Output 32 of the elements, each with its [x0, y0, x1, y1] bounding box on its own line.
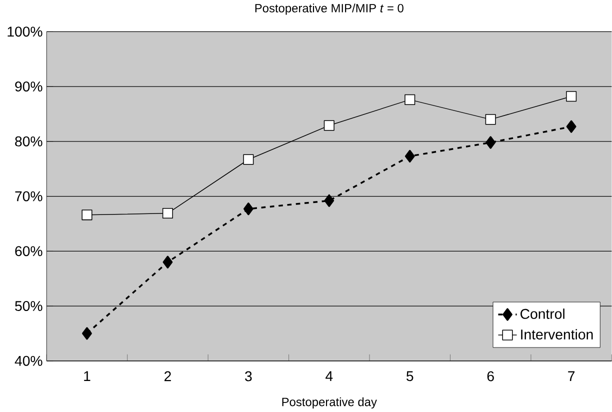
x-tick-label: 4 [326, 371, 333, 381]
y-tick-label: 50% [15, 300, 42, 311]
legend-label: Intervention [521, 329, 593, 340]
point [324, 120, 334, 131]
y-tick-label: 90% [15, 81, 42, 92]
x-tick-label: 3 [245, 371, 252, 382]
point [162, 256, 173, 268]
point [486, 136, 496, 149]
point [82, 210, 92, 220]
y-tick-label: 70% [15, 191, 42, 202]
point [162, 208, 173, 218]
y-tick-label: 100% [8, 26, 42, 37]
legend-label: Control [520, 308, 564, 319]
x-axis-title: Postoperative day [282, 397, 377, 408]
y-tick-label: 40% [14, 356, 42, 366]
point [324, 194, 334, 207]
x-tick-label: 7 [568, 371, 575, 381]
chart-title: Postoperative MIP/MIP t = 0 [255, 4, 404, 15]
point [566, 91, 577, 102]
point [243, 154, 254, 165]
x-tick-label: 1 [84, 371, 90, 381]
point [566, 120, 576, 133]
x-tick-label: 5 [406, 371, 414, 382]
point [485, 114, 496, 125]
point [243, 202, 254, 216]
point [404, 94, 416, 105]
y-tick-label: 80% [15, 136, 42, 146]
y-tick-label: 60% [15, 246, 42, 256]
point [404, 150, 415, 162]
point [82, 327, 92, 340]
x-tick-label: 6 [487, 371, 494, 382]
x-tick-label: 2 [164, 371, 171, 382]
